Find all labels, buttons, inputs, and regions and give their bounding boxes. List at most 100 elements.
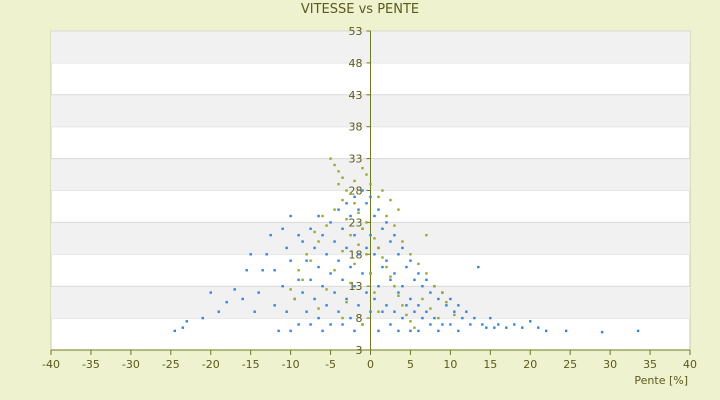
data-point-blue [357,304,360,307]
data-point-blue [505,326,508,329]
data-point-blue [337,259,340,262]
data-point-blue [497,323,500,326]
x-tick-label: 0 [367,358,374,371]
data-point-olive [381,189,384,192]
data-point-blue [421,316,424,320]
data-point-blue [385,304,388,307]
data-point-blue [357,253,360,256]
x-tick-label: -15 [242,358,260,371]
data-point-olive [357,243,360,246]
data-point-blue [337,208,340,211]
data-point-blue [385,259,388,262]
data-point-olive [341,176,344,179]
data-point-olive [325,224,328,227]
data-point-olive [441,291,444,294]
data-point-blue [309,323,312,326]
data-point-blue [329,323,332,326]
data-point-olive [437,316,440,320]
data-point-blue [513,323,516,326]
data-point-olive [365,221,368,224]
data-point-olive [341,316,344,320]
y-tick-label: 53 [349,25,363,38]
data-point-blue [173,329,177,333]
data-point-olive [317,240,320,243]
data-point-olive [397,294,400,297]
data-point-blue [369,195,372,199]
data-point-olive [429,307,432,310]
data-point-olive [341,198,344,202]
data-point-blue [405,304,408,307]
data-point-blue [341,323,344,326]
data-point-blue [389,240,392,243]
y-tick-label: 8 [356,312,363,325]
data-point-olive [409,253,412,256]
data-point-blue [373,297,376,301]
data-point-olive [401,240,404,243]
data-point-blue [381,227,384,230]
data-point-olive [421,297,424,301]
data-point-blue [285,310,288,313]
data-point-blue [341,227,344,230]
data-point-olive [317,307,320,310]
data-point-blue [349,214,352,218]
data-point-olive [373,291,376,294]
x-tick-label: 30 [603,358,617,371]
data-point-blue [217,310,220,313]
x-tick-label: -5 [325,358,336,371]
data-point-blue [409,329,412,333]
data-point-olive [377,310,380,313]
data-point-blue [397,291,400,294]
data-point-olive [341,249,344,253]
data-point-blue [417,329,420,333]
data-point-olive [333,208,336,211]
data-point-blue [301,291,304,294]
data-point-olive [361,323,364,326]
data-point-blue [317,214,320,218]
data-point-blue [365,202,368,205]
x-tick-label: 25 [563,358,577,371]
data-point-blue [185,320,188,323]
data-point-olive [353,202,356,205]
y-tick-label: 28 [349,185,363,198]
data-point-blue [341,278,344,282]
data-point-blue [397,329,400,333]
data-point-blue [457,329,460,333]
data-point-blue [429,291,432,294]
data-point-blue [333,240,336,243]
data-point-blue [321,233,324,237]
data-point-olive [373,237,376,240]
data-point-blue [329,221,332,224]
data-point-olive [425,272,428,275]
data-point-blue [309,278,312,282]
data-point-blue [361,189,364,192]
data-point-blue [449,323,452,326]
data-point-blue [273,269,276,272]
data-point-blue [485,326,488,329]
data-point-blue [265,253,268,256]
data-point-blue [417,272,420,275]
data-point-blue [437,329,440,333]
data-point-blue [269,233,272,237]
data-point-blue [329,272,332,275]
data-point-olive [405,313,408,317]
data-point-blue [564,329,568,333]
data-point-blue [317,265,320,269]
x-tick-label: -30 [122,358,140,371]
data-point-blue [253,310,256,313]
data-point-blue [233,288,236,291]
data-point-blue [297,233,300,237]
data-point-blue [181,326,184,329]
data-point-olive [445,300,448,304]
data-point-olive [365,253,368,256]
data-point-blue [225,300,228,304]
data-point-blue [405,265,408,269]
data-point-olive [369,182,372,186]
data-point-blue [241,297,244,301]
data-point-blue [529,320,532,323]
data-point-blue [393,310,396,313]
data-point-blue [493,326,496,329]
data-point-blue [313,297,316,301]
data-point-olive [321,214,324,218]
data-point-blue [289,329,292,333]
x-tick-label: -20 [202,358,220,371]
